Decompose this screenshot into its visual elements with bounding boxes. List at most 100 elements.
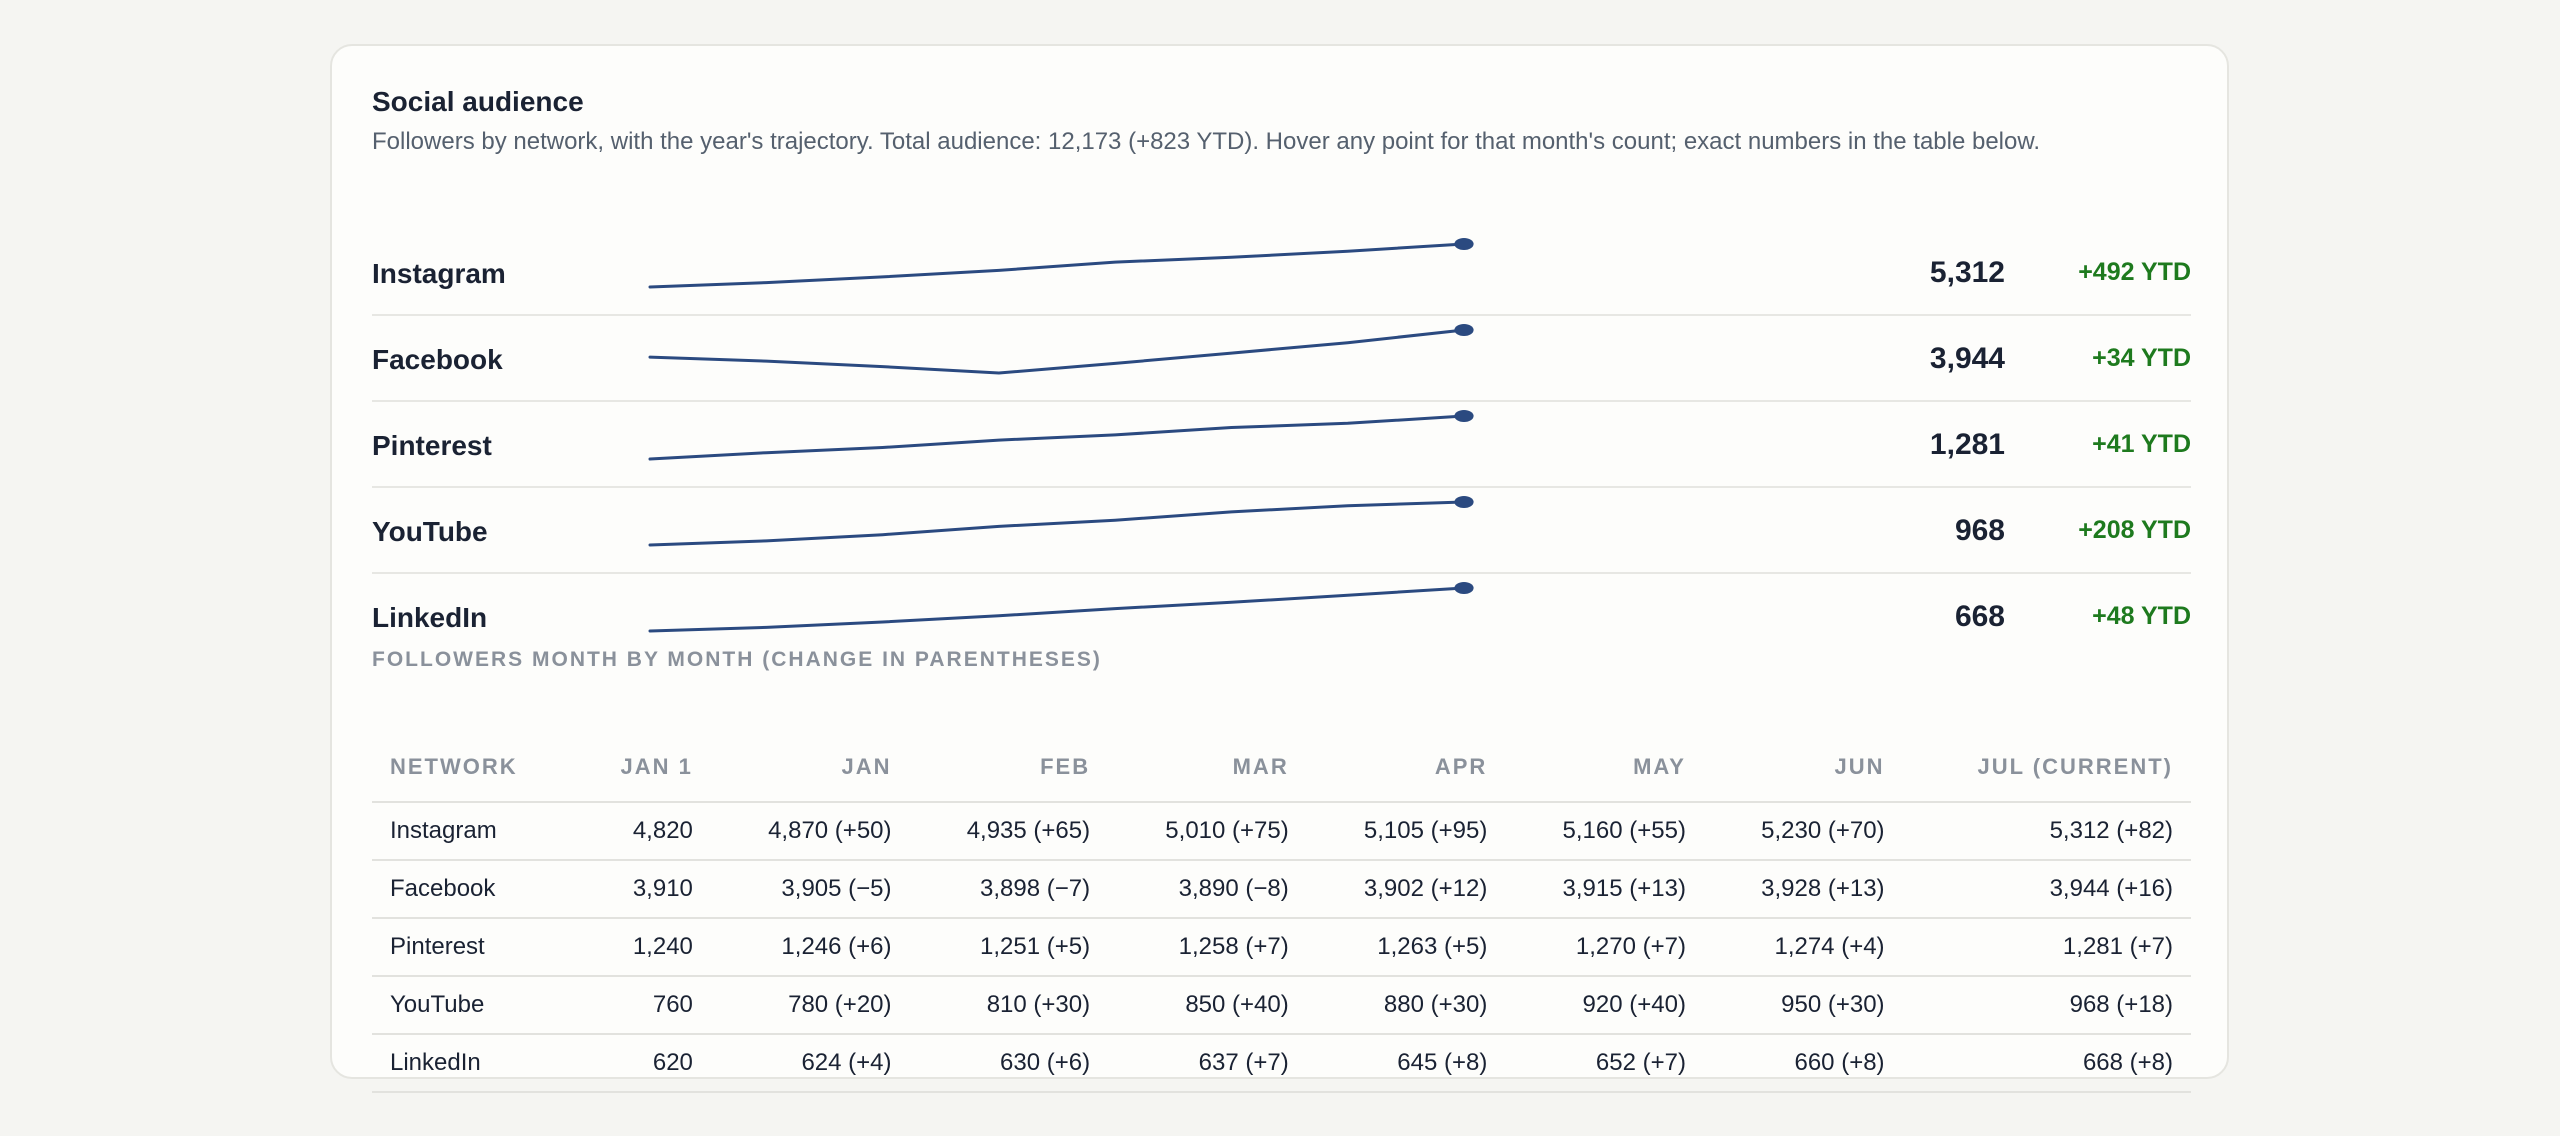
network-ytd-change: +492 YTD [2078, 258, 2191, 286]
followers-table: NETWORK JAN 1 JAN FEB MAR APR MAY JUN JU… [372, 733, 2191, 1093]
sparkline-instagram[interactable]: Jan 1: 4,820 Jan: 4,870 Feb: 4,935 Mar: 5,0… [642, 230, 1642, 316]
column-header: APR [1306, 733, 1506, 803]
table-cell: 1,251 (+5) [909, 918, 1109, 977]
column-header: NETWORK [372, 733, 576, 803]
table-cell: 630 (+6) [909, 1034, 1109, 1093]
network-count: 5,312 [1929, 256, 2005, 289]
data-point[interactable]: Feb: 810 [874, 526, 892, 544]
data-point[interactable]: Jan 1: 760 [641, 536, 659, 554]
data-point[interactable]: Jun: 3,928 [1339, 334, 1357, 352]
table-cell: 1,263 (+5) [1306, 918, 1506, 977]
data-point[interactable]: Mar: 1,258 [990, 431, 1008, 449]
table-cell: 637 (+7) [1108, 1034, 1307, 1093]
current-point-marker[interactable]: Jul: 1,281 [1454, 410, 1474, 422]
sparkline-pinterest[interactable]: Jan 1: 1,240 Jan: 1,246 Feb: 1,251 Mar: 1,2… [642, 402, 1642, 488]
data-point[interactable]: Jan: 780 [757, 532, 775, 550]
card-title: Social audience [372, 86, 584, 117]
table-cell: 3,902 (+12) [1306, 860, 1506, 919]
sparkline-facebook[interactable]: Jan 1: 3,910 Jan: 3,905 Feb: 3,898 Mar: 3,8… [642, 316, 1642, 402]
table-row: Pinterest 1,240 1,246 (+6) 1,251 (+5) 1,… [372, 918, 2191, 977]
data-point[interactable]: Mar: 5,010 [990, 261, 1008, 279]
data-point[interactable]: Jan 1: 4,820 [641, 278, 659, 296]
series-line [648, 586, 1466, 633]
table-cell: Facebook [372, 860, 576, 919]
network-name: Facebook [372, 344, 503, 375]
data-point[interactable]: Jan: 3,905 [757, 352, 775, 370]
network-rows: Instagram Jan 1: 4,820 Jan: 4,870 Feb: 4,9… [372, 230, 2191, 660]
data-point[interactable]: Apr: 5,105 [1106, 253, 1124, 271]
data-point[interactable]: Apr: 880 [1106, 511, 1124, 529]
table-cell: LinkedIn [372, 1034, 576, 1093]
table-cell: 920 (+40) [1505, 976, 1704, 1035]
table-cell: 3,890 (−8) [1108, 860, 1307, 919]
current-point-marker[interactable]: Jul: 3,944 [1454, 324, 1474, 336]
column-header: JUN [1703, 733, 1903, 803]
sparkline-youtube[interactable]: Jan 1: 760 Jan: 780 Feb: 810 Mar: 850 Apr: 8… [642, 488, 1642, 574]
series-line [648, 414, 1466, 461]
current-point-marker[interactable]: Jul: 5,312 [1454, 238, 1474, 250]
data-point[interactable]: Jan 1: 1,240 [641, 450, 659, 468]
table-cell: 1,270 (+7) [1505, 918, 1704, 977]
data-point[interactable]: May: 920 [1222, 503, 1240, 521]
table-header-row: NETWORK JAN 1 JAN FEB MAR APR MAY JUN JU… [372, 733, 2191, 803]
network-name: LinkedIn [372, 602, 488, 633]
network-row-linkedin: LinkedIn Jan 1: 620 Jan: 624 Feb: 630 Mar: … [372, 574, 2191, 660]
network-row-youtube: YouTube Jan 1: 760 Jan: 780 Feb: 810 Mar: 8… [372, 488, 2191, 574]
sparkline-linkedin[interactable]: Jan 1: 620 Jan: 624 Feb: 630 Mar: 637 Apr: 6… [642, 574, 1642, 660]
table-cell: 5,010 (+75) [1108, 802, 1307, 861]
network-count: 968 [1954, 514, 2005, 547]
table-cell: 3,928 (+13) [1703, 860, 1903, 919]
network-count: 1,281 [1929, 428, 2005, 461]
network-row-instagram: Instagram Jan 1: 4,820 Jan: 4,870 Feb: 4,9… [372, 230, 2191, 316]
table-cell: 5,230 (+70) [1703, 802, 1903, 861]
table-cell: 5,312 (+82) [1902, 802, 2191, 861]
table-row: LinkedIn 620 624 (+4) 630 (+6) 637 (+7) … [372, 1034, 2191, 1093]
data-point[interactable]: Mar: 3,890 [990, 364, 1008, 382]
column-header: MAY [1505, 733, 1704, 803]
table-cell: 3,944 (+16) [1902, 860, 2191, 919]
table-row: Instagram 4,820 4,870 (+50) 4,935 (+65) … [372, 802, 2191, 861]
network-ytd-change: +208 YTD [2078, 516, 2191, 544]
data-point[interactable]: Jun: 1,274 [1339, 414, 1357, 432]
table-cell: 5,105 (+95) [1306, 802, 1506, 861]
table-cell: 3,898 (−7) [909, 860, 1109, 919]
network-ytd-change: +41 YTD [2092, 430, 2191, 458]
data-point[interactable]: Apr: 645 [1106, 600, 1124, 618]
table-cell: 950 (+30) [1703, 976, 1903, 1035]
data-point[interactable]: Apr: 3,902 [1106, 354, 1124, 372]
table-cell: 3,915 (+13) [1505, 860, 1704, 919]
data-point[interactable]: Feb: 3,898 [874, 358, 892, 376]
table-cell: YouTube [372, 976, 576, 1035]
data-point[interactable]: Feb: 4,935 [874, 268, 892, 286]
table-cell: 850 (+40) [1108, 976, 1307, 1035]
data-point[interactable]: Jun: 660 [1339, 586, 1357, 604]
table-cell: 810 (+30) [909, 976, 1109, 1035]
data-point[interactable]: May: 5,160 [1222, 248, 1240, 266]
data-point[interactable]: Apr: 1,263 [1106, 426, 1124, 444]
data-point[interactable]: Jan 1: 620 [641, 622, 659, 640]
table-cell: 660 (+8) [1703, 1034, 1903, 1093]
data-point[interactable]: Feb: 1,251 [874, 438, 892, 456]
table-cell: Pinterest [372, 918, 576, 977]
current-point-marker[interactable]: Jul: 968 [1454, 496, 1474, 508]
table-cell: Instagram [372, 802, 576, 861]
data-point[interactable]: May: 1,270 [1222, 419, 1240, 437]
network-row-pinterest: Pinterest Jan 1: 1,240 Jan: 1,246 Feb: 1,2… [372, 402, 2191, 488]
card-subtitle: Followers by network, with the year's tr… [372, 128, 2041, 155]
table-cell: 4,870 (+50) [710, 802, 910, 861]
data-point[interactable]: May: 3,915 [1222, 344, 1240, 362]
data-point[interactable]: Jan: 624 [757, 618, 775, 636]
data-point[interactable]: Mar: 637 [990, 607, 1008, 625]
table-cell: 780 (+20) [710, 976, 910, 1035]
table-cell: 652 (+7) [1505, 1034, 1704, 1093]
data-point[interactable]: May: 652 [1222, 593, 1240, 611]
data-point[interactable]: Jun: 5,230 [1339, 242, 1357, 260]
data-point[interactable]: Jan: 4,870 [757, 274, 775, 292]
data-point[interactable]: Jan: 1,246 [757, 444, 775, 462]
data-point[interactable]: Mar: 850 [990, 517, 1008, 535]
series-line [648, 242, 1466, 289]
current-point-marker[interactable]: Jul: 668 [1454, 582, 1474, 594]
data-point[interactable]: Jan 1: 3,910 [641, 348, 659, 366]
data-point[interactable]: Feb: 630 [874, 613, 892, 631]
data-point[interactable]: Jun: 950 [1339, 497, 1357, 515]
